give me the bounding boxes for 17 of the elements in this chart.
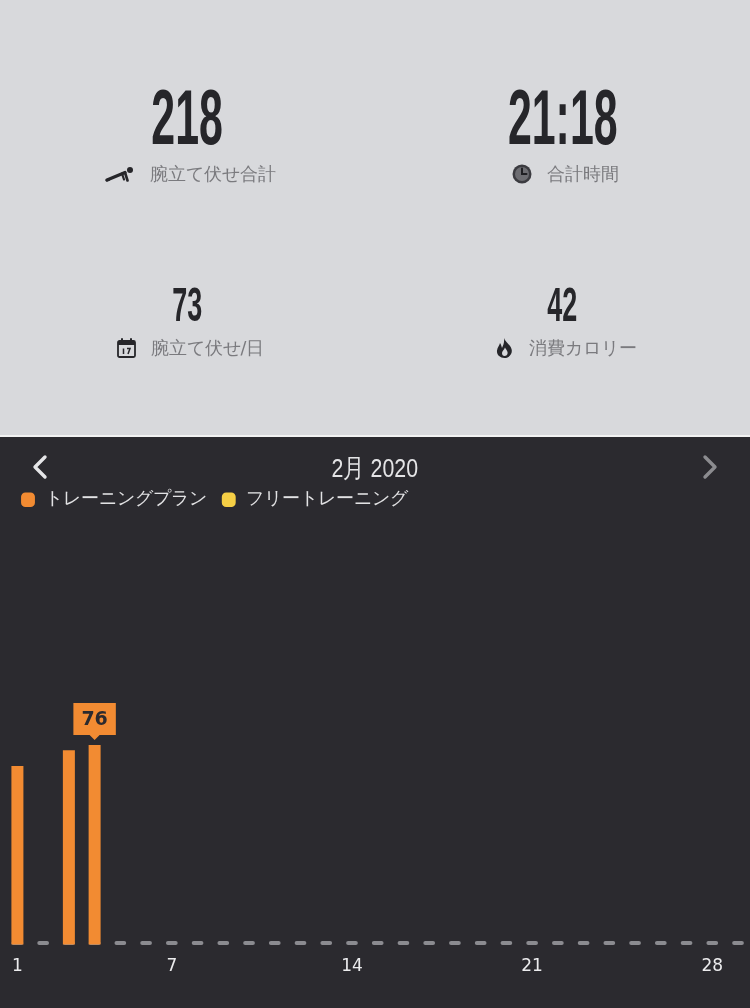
x-tick-label: 1	[11, 955, 23, 976]
x-tick-label: 28	[701, 955, 724, 976]
text: 21:18	[507, 73, 618, 161]
text: 腕立て伏せ合計	[150, 163, 276, 185]
chart-title: 2月 2020	[331, 453, 419, 483]
text: 73	[172, 277, 203, 331]
x-tick-label: 21	[521, 955, 543, 976]
text: 合計時間	[547, 163, 619, 185]
text: 218	[151, 73, 224, 161]
legend-label: フリートレーニング	[245, 488, 409, 509]
text: 消費カロリー	[528, 337, 637, 359]
legend-label: トレーニングプラン	[44, 488, 207, 509]
text: 腕立て伏せ/日	[150, 337, 265, 359]
x-tick-label: 7	[166, 955, 178, 976]
text: 42	[547, 277, 578, 331]
x-tick-label: 14	[341, 955, 363, 976]
data-label: 76	[81, 706, 108, 729]
